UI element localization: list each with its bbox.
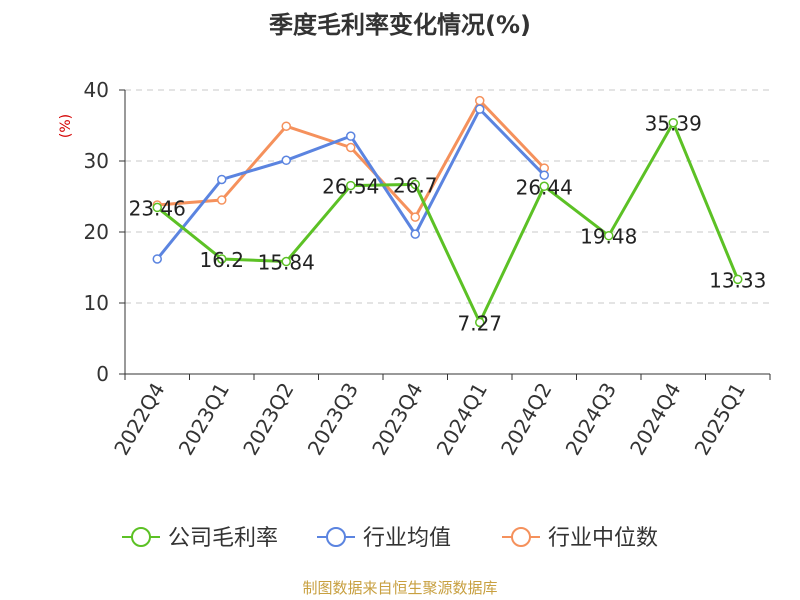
data-point bbox=[281, 121, 291, 131]
data-point bbox=[217, 174, 227, 185]
data-point bbox=[152, 254, 162, 264]
data-point bbox=[217, 195, 227, 205]
data-label: 15.84 bbox=[258, 251, 315, 275]
legend-item: 行业中位数 bbox=[502, 526, 658, 551]
data-label: 13.33 bbox=[709, 268, 766, 292]
data-point bbox=[475, 104, 485, 114]
data-point bbox=[539, 181, 549, 192]
data-label: 35.39 bbox=[645, 112, 702, 136]
chart-title: 季度毛利率变化情况(%) bbox=[269, 11, 531, 39]
x-tick-label: 2025Q1 bbox=[690, 379, 750, 460]
data-label: 26.54 bbox=[322, 175, 379, 199]
data-point bbox=[410, 229, 420, 239]
legend-label: 行业中位数 bbox=[548, 526, 658, 551]
series-line bbox=[156, 121, 740, 324]
series-1 bbox=[152, 104, 549, 264]
data-point bbox=[346, 131, 356, 141]
x-tick-label: 2024Q2 bbox=[496, 379, 556, 460]
data-label: 26.44 bbox=[516, 175, 573, 199]
x-tick-label: 2024Q1 bbox=[432, 379, 492, 460]
legend-marker bbox=[131, 527, 151, 547]
data-point bbox=[410, 179, 420, 190]
data-point bbox=[539, 170, 549, 180]
data-point bbox=[410, 212, 420, 222]
series-2 bbox=[152, 95, 549, 222]
x-tick-label: 2023Q2 bbox=[238, 379, 298, 460]
data-point bbox=[281, 155, 291, 166]
data-label: 19.48 bbox=[580, 225, 637, 249]
data-point bbox=[733, 274, 743, 285]
x-tick-label: 2022Q4 bbox=[109, 379, 169, 460]
x-tick-label: 2023Q3 bbox=[303, 379, 363, 460]
series-0 bbox=[152, 117, 743, 328]
data-point bbox=[475, 317, 485, 328]
data-point bbox=[475, 95, 485, 106]
data-point bbox=[217, 254, 227, 264]
source-note: 制图数据来自恒生聚源数据库 bbox=[302, 579, 497, 597]
legend-marker bbox=[511, 527, 531, 547]
y-tick-label: 30 bbox=[84, 149, 109, 173]
y-tick-label: 20 bbox=[84, 220, 109, 244]
legend-item: 行业均值 bbox=[317, 526, 451, 551]
data-label: 26.7 bbox=[393, 173, 438, 197]
legend-label: 公司毛利率 bbox=[168, 526, 278, 551]
y-tick-label: 0 bbox=[96, 362, 109, 386]
x-tick-label: 2023Q4 bbox=[367, 379, 427, 460]
data-point bbox=[346, 180, 356, 191]
data-label: 7.27 bbox=[457, 311, 502, 335]
legend-label: 行业均值 bbox=[363, 526, 451, 551]
series-lines bbox=[152, 95, 743, 328]
data-label: 23.46 bbox=[129, 196, 186, 220]
data-point bbox=[668, 117, 678, 128]
data-point bbox=[604, 230, 614, 241]
legend: 公司毛利率 行业均值 行业中位数 bbox=[122, 526, 658, 551]
y-axis-label: (%) bbox=[58, 114, 74, 138]
y-tick-label: 40 bbox=[84, 78, 109, 102]
data-point bbox=[152, 202, 162, 213]
legend-item: 公司毛利率 bbox=[122, 526, 278, 551]
x-tick-label: 2024Q4 bbox=[625, 379, 685, 460]
x-tick-label: 2023Q1 bbox=[174, 379, 234, 460]
series-line bbox=[157, 99, 546, 219]
x-tick-label: 2024Q3 bbox=[561, 379, 621, 460]
data-labels: 23.46 16.2 15.84 26.54 26.7 7.27 26.44 19.48 35.… bbox=[129, 112, 767, 336]
data-label: 16.2 bbox=[199, 248, 244, 272]
y-tick-label: 10 bbox=[84, 291, 109, 315]
data-point bbox=[346, 142, 356, 153]
data-point bbox=[281, 256, 291, 267]
legend-marker bbox=[326, 527, 346, 547]
